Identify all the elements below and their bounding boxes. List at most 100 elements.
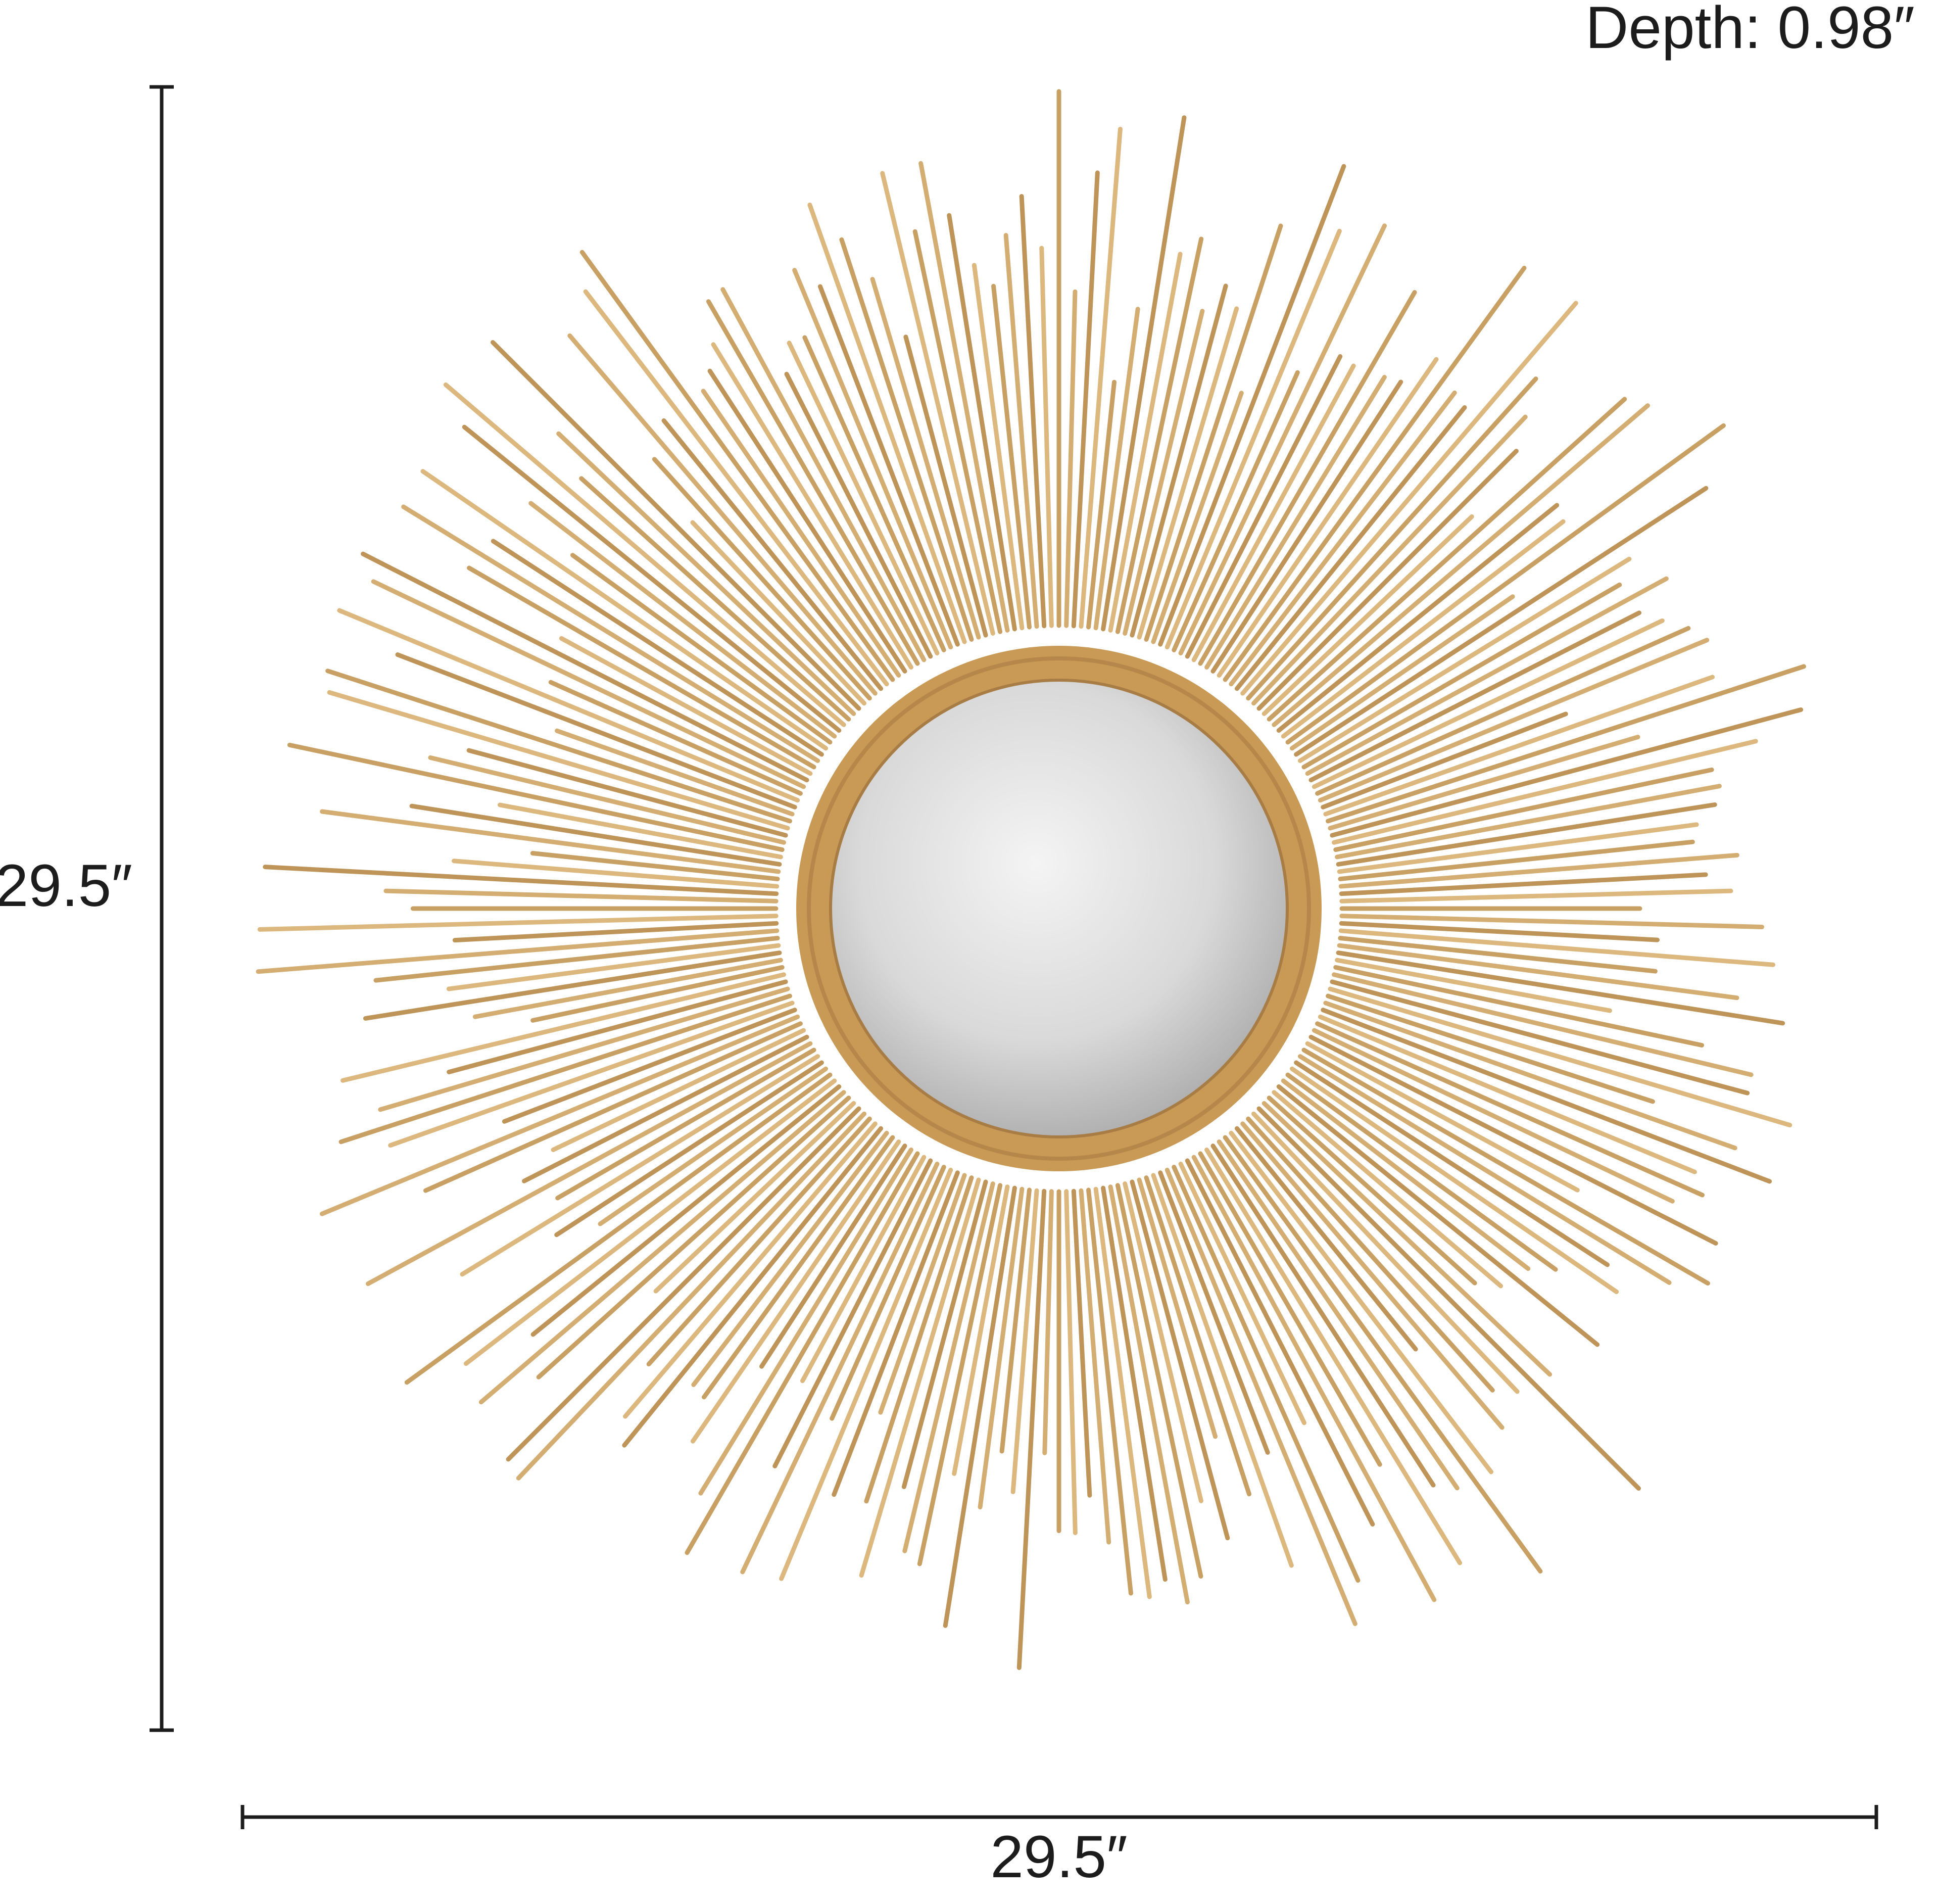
ray [1101,1185,1168,1582]
ray [1217,357,1439,678]
ray [1185,354,1343,659]
ray [502,1008,797,1124]
ray [373,936,780,983]
ray [1086,379,1117,630]
ray [1323,675,1715,817]
ray [1312,618,1665,789]
ray [1079,126,1123,629]
ray [1240,301,1578,696]
ray [1328,735,1640,831]
ray [337,608,800,803]
ray [802,335,946,652]
ray [740,1161,940,1575]
ray [1335,784,1722,860]
ray [952,1184,1010,1476]
ray [1312,1028,1675,1204]
ray [972,263,1025,631]
ray [567,333,878,696]
ray [1318,1014,1697,1174]
ray [401,504,820,763]
ray [1301,582,1622,770]
ray [1338,839,1695,881]
ray [1240,1121,1505,1430]
ray [1326,664,1806,824]
ray [478,1090,846,1405]
ray [1191,1155,1437,1602]
ray [1326,993,1655,1104]
ray [807,202,967,644]
ray [901,1179,988,1489]
sunburst-rays [256,89,1806,1670]
ray [530,965,785,1023]
ray [1234,1126,1418,1352]
ray [361,551,809,783]
ray [1165,1167,1357,1626]
ray [878,1173,967,1415]
ray [1130,283,1228,638]
ray [912,229,1003,634]
ray [1267,397,1627,722]
ray [371,579,806,789]
ray [1328,986,1792,1128]
ray [1333,767,1714,852]
ray [947,213,1017,632]
ray [1172,370,1300,652]
ray [1016,1188,1047,1670]
ray [1115,1183,1203,1579]
ray [395,652,797,810]
ray [646,1116,872,1367]
ray [706,299,920,666]
ray [1229,390,1457,687]
ray [1276,503,1560,733]
ray [404,1072,833,1385]
ray [320,809,781,874]
ray [460,1054,820,1277]
ray [325,669,792,824]
ray [1338,852,1739,889]
ray [551,1028,806,1152]
ray [1210,1144,1436,1488]
ray [800,1155,927,1384]
ray [319,1014,800,1216]
ray [707,368,907,674]
ray [1290,1066,1619,1294]
ray [556,431,856,717]
ray [463,1078,837,1366]
ray [443,382,846,727]
ray [787,341,940,656]
ray [1217,1139,1460,1491]
ray [870,276,981,640]
ray [1262,514,1474,717]
ray [1039,246,1054,628]
ray [1064,289,1078,628]
ray [1267,1096,1477,1286]
ray [1294,1060,1610,1267]
ray [1086,1187,1133,1596]
ray [1137,1177,1218,1439]
ray [1337,822,1699,874]
ray [423,1021,803,1193]
ray [1308,610,1642,783]
ray [1165,228,1342,650]
ray [1229,1130,1493,1474]
ray [263,865,779,896]
ray [1198,290,1417,666]
ray [1144,1175,1252,1497]
ray [1321,711,1568,810]
ray [880,171,995,636]
ray [409,803,782,867]
ray [784,371,933,659]
ray [378,986,790,1112]
ray [701,389,901,678]
ray [1115,236,1204,634]
ray [1333,965,1705,1048]
ray [530,851,780,881]
ray [257,914,779,932]
ray [472,958,783,1019]
ray [579,250,895,682]
ray [652,457,872,701]
ray [490,340,861,711]
ray [516,1111,867,1481]
ray [1123,1181,1203,1503]
